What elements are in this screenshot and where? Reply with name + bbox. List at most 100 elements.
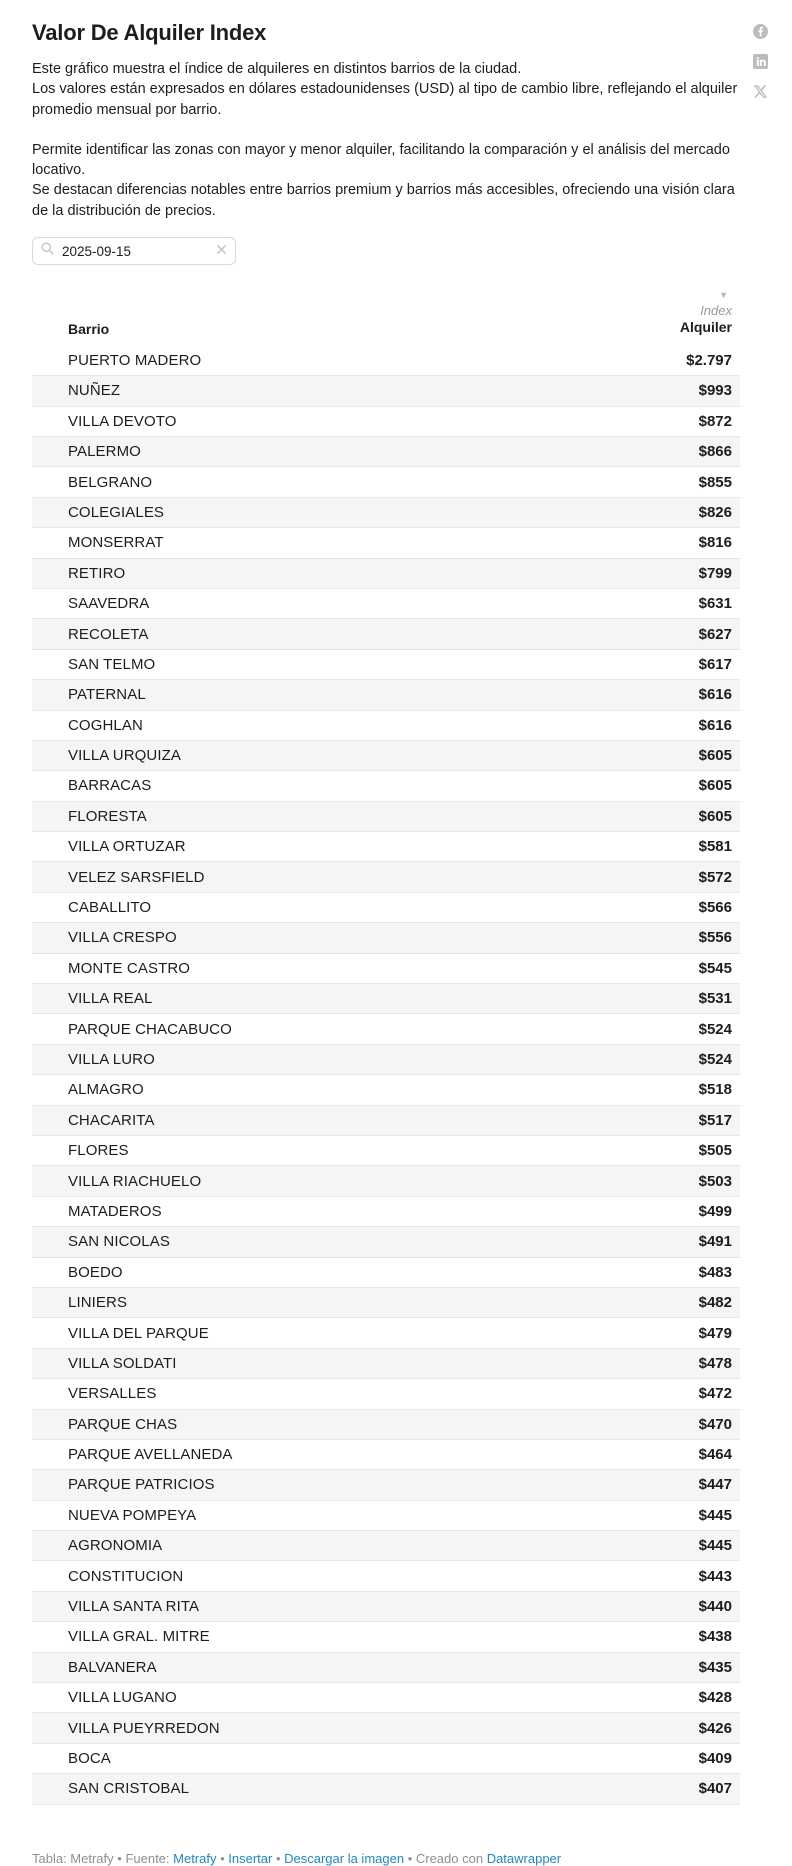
barrio-cell: VILLA DEL PARQUE [68, 1324, 209, 1342]
barrio-cell: VILLA CRESPO [68, 929, 177, 947]
barrio-cell: VELEZ SARSFIELD [68, 868, 205, 886]
barrio-cell: NUÑEZ [68, 382, 121, 400]
clear-icon[interactable] [216, 242, 227, 260]
barrio-cell: PUERTO MADERO [68, 352, 202, 370]
table-row: VILLA URQUIZA $605 [32, 739, 740, 771]
barrio-cell: CABALLITO [68, 899, 152, 917]
table-row: LINIERS $482 [32, 1286, 740, 1318]
barrio-cell: PARQUE CHAS [68, 1415, 178, 1433]
barrio-cell: ALMAGRO [68, 1081, 144, 1099]
footer-text: Creado con [415, 1850, 487, 1866]
column-header-alquiler[interactable]: ▼ Index Alquiler [680, 291, 732, 337]
table-row: VILLA CRESPO $556 [32, 922, 740, 953]
table-row: NUEVA POMPEYA $445 [32, 1499, 740, 1530]
barrio-cell: NUEVA POMPEYA [68, 1506, 197, 1524]
barrio-cell: VILLA PUEYRREDON [68, 1719, 220, 1737]
footer-text: Fuente: [125, 1850, 174, 1866]
table-row: SAN CRISTOBAL $407 [32, 1773, 740, 1804]
barrio-cell: RECOLETA [68, 625, 149, 643]
table-row: MONTE CASTRO $545 [32, 952, 740, 983]
table-row: VILLA LUGANO $428 [32, 1682, 740, 1712]
barrio-cell: SAN NICOLAS [68, 1233, 170, 1251]
value-cell: $627 [698, 625, 732, 643]
barrio-cell: VILLA RIACHUELO [68, 1172, 202, 1190]
barrio-cell: VILLA SANTA RITA [68, 1598, 200, 1616]
footer-link[interactable]: Metrafy [173, 1850, 217, 1866]
value-cell: $518 [698, 1081, 732, 1099]
facebook-icon[interactable] [753, 24, 768, 39]
table-row: CHACARITA $517 [32, 1104, 740, 1135]
barrio-cell: VILLA REAL [68, 990, 153, 1008]
barrio-cell: MONSERRAT [68, 534, 164, 552]
description-paragraph-1: Este gráfico muestra el índice de alquil… [32, 61, 738, 118]
footer-link[interactable]: Datawrapper [486, 1850, 562, 1866]
barrio-cell: LINIERS [68, 1294, 128, 1312]
barrio-cell: BALVANERA [68, 1658, 157, 1676]
value-cell: $438 [698, 1628, 732, 1646]
table-row: VILLA DEVOTO $872 [32, 405, 740, 436]
value-cell: $435 [698, 1658, 732, 1676]
table-row: RETIRO $799 [32, 557, 740, 588]
value-cell: $605 [698, 807, 732, 825]
x-twitter-icon[interactable] [753, 84, 768, 99]
value-cell: $524 [698, 1020, 732, 1038]
footer-text: • [113, 1850, 126, 1866]
search-input[interactable] [60, 242, 210, 260]
table-row: SAN TELMO $617 [32, 648, 740, 679]
share-rail [753, 24, 768, 99]
column-header-index-label: Index [700, 303, 732, 319]
value-cell: $866 [698, 443, 732, 461]
search-box[interactable] [32, 237, 236, 266]
value-cell: $479 [698, 1324, 732, 1342]
table-row: COLEGIALES $826 [32, 496, 740, 528]
barrio-cell: CONSTITUCION [68, 1567, 184, 1585]
table-row: BELGRANO $855 [32, 466, 740, 496]
value-cell: $407 [698, 1780, 732, 1798]
rent-index-table: Barrio ▼ Index Alquiler PUERTO MADERO $2.… [32, 291, 740, 1805]
barrio-cell: PATERNAL [68, 686, 146, 704]
barrio-cell: PARQUE CHACABUCO [68, 1020, 232, 1038]
barrio-cell: FLORES [68, 1142, 129, 1160]
value-cell: $2.797 [686, 352, 732, 370]
barrio-cell: VILLA DEVOTO [68, 412, 177, 430]
value-cell: $616 [698, 686, 732, 704]
barrio-cell: VERSALLES [68, 1385, 157, 1403]
value-cell: $447 [698, 1476, 732, 1494]
linkedin-icon[interactable] [753, 54, 768, 69]
value-cell: $499 [698, 1202, 732, 1220]
footer-link[interactable]: Descargar la imagen [284, 1850, 405, 1866]
footer-text: • [216, 1850, 229, 1866]
sort-descending-icon: ▼ [719, 290, 728, 301]
table-row: VILLA SOLDATI $478 [32, 1347, 740, 1379]
value-cell: $440 [698, 1598, 732, 1616]
barrio-cell: BOEDO [68, 1263, 123, 1281]
value-cell: $524 [698, 1051, 732, 1068]
table-row: BOEDO $483 [32, 1256, 740, 1287]
search-icon [41, 242, 54, 260]
barrio-cell: VILLA LUGANO [68, 1689, 177, 1707]
column-header-alquiler-label: Alquiler [679, 319, 732, 336]
barrio-cell: SAAVEDRA [68, 595, 150, 613]
table-body: PUERTO MADERO $2.797 NUÑEZ $993 VILLA DEVOTO… [32, 346, 740, 1805]
column-header-barrio[interactable]: Barrio [68, 320, 110, 337]
footer-link[interactable]: Insertar [228, 1850, 273, 1866]
table-row: PARQUE PATRICIOS $447 [32, 1469, 740, 1500]
table-row: BOCA $409 [32, 1742, 740, 1773]
barrio-cell: COGHLAN [68, 716, 143, 734]
table-row: VILLA SANTA RITA $440 [32, 1590, 740, 1622]
table-row: VERSALLES $472 [32, 1378, 740, 1408]
value-cell: $605 [698, 777, 732, 795]
table-row: NUÑEZ $993 [32, 375, 740, 406]
value-cell: $428 [698, 1689, 732, 1707]
barrio-cell: COLEGIALES [68, 503, 165, 521]
table-row: CABALLITO $566 [32, 891, 740, 922]
value-cell: $855 [698, 473, 732, 491]
table-row: RECOLETA $627 [32, 618, 740, 649]
table-row: CONSTITUCION $443 [32, 1560, 740, 1590]
table-row: FLORES $505 [32, 1134, 740, 1165]
attribution-footer: Tabla: Metrafy • Fuente: Metrafy • Inser… [32, 1851, 740, 1866]
barrio-cell: RETIRO [68, 564, 126, 582]
value-cell: $616 [698, 716, 732, 734]
barrio-cell: VILLA GRAL. MITRE [68, 1628, 210, 1646]
barrio-cell: AGRONOMIA [68, 1537, 163, 1555]
